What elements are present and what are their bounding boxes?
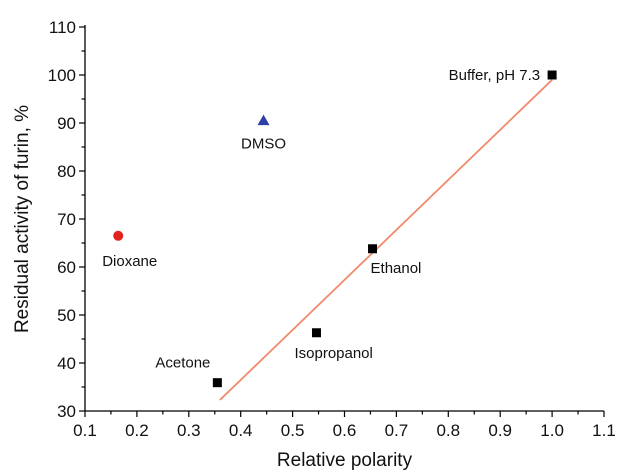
y-tick-label: 30: [57, 402, 76, 421]
point-dmso: [257, 114, 270, 126]
y-tick-label: 100: [48, 66, 76, 85]
point-dioxane: [113, 230, 124, 241]
y-tick-label: 80: [57, 162, 76, 181]
axes: 0.1 0.2 0.3 0.4 0.5 0.6 0.7 0.8 0.9 1.0 1.1 30 40 50 6…: [48, 18, 616, 440]
x-tick-label: 0.5: [281, 421, 305, 440]
y-axis-title: Residual activity of furin, %: [12, 105, 33, 333]
point-ethanol: [368, 244, 378, 254]
y-tick-label: 40: [57, 354, 76, 373]
point-buffer-ph-7-3-label: Buffer, pH 7.3: [449, 67, 540, 84]
x-tick-label: 0.4: [229, 421, 253, 440]
point-labels: Buffer, pH 7.3 DMSO Dioxane Ethanol Isopropa…: [102, 67, 540, 372]
x-tick-label: 0.2: [125, 421, 149, 440]
point-acetone: [212, 378, 222, 388]
x-tick-label: 0.9: [488, 421, 512, 440]
x-tick-label: 0.6: [333, 421, 357, 440]
point-buffer-ph-7-3: [547, 70, 557, 80]
y-tick-label: 50: [57, 306, 76, 325]
x-tick-label: 0.7: [385, 421, 409, 440]
point-isopropanol-label: Isopropanol: [294, 345, 372, 362]
x-tick-label: 0.8: [436, 421, 460, 440]
x-axis-title: Relative polarity: [277, 450, 413, 471]
y-tick-label: 90: [57, 114, 76, 133]
fit-line-group: [219, 79, 553, 401]
x-tick-label: 1.1: [592, 421, 616, 440]
point-acetone-label: Acetone: [155, 355, 210, 372]
point-dmso-label: DMSO: [241, 136, 286, 153]
point-ethanol-label: Ethanol: [371, 260, 422, 277]
y-tick-label: 60: [57, 258, 76, 277]
fit-line: [219, 79, 553, 401]
point-dioxane-label: Dioxane: [102, 253, 157, 270]
data-points: [113, 70, 557, 388]
point-isopropanol: [311, 328, 321, 338]
y-tick-label: 110: [49, 18, 76, 37]
y-tick-label: 70: [57, 210, 76, 229]
x-tick-label: 0.3: [177, 421, 201, 440]
x-tick-label: 1.0: [540, 421, 564, 440]
x-tick-label: 0.1: [73, 421, 97, 440]
